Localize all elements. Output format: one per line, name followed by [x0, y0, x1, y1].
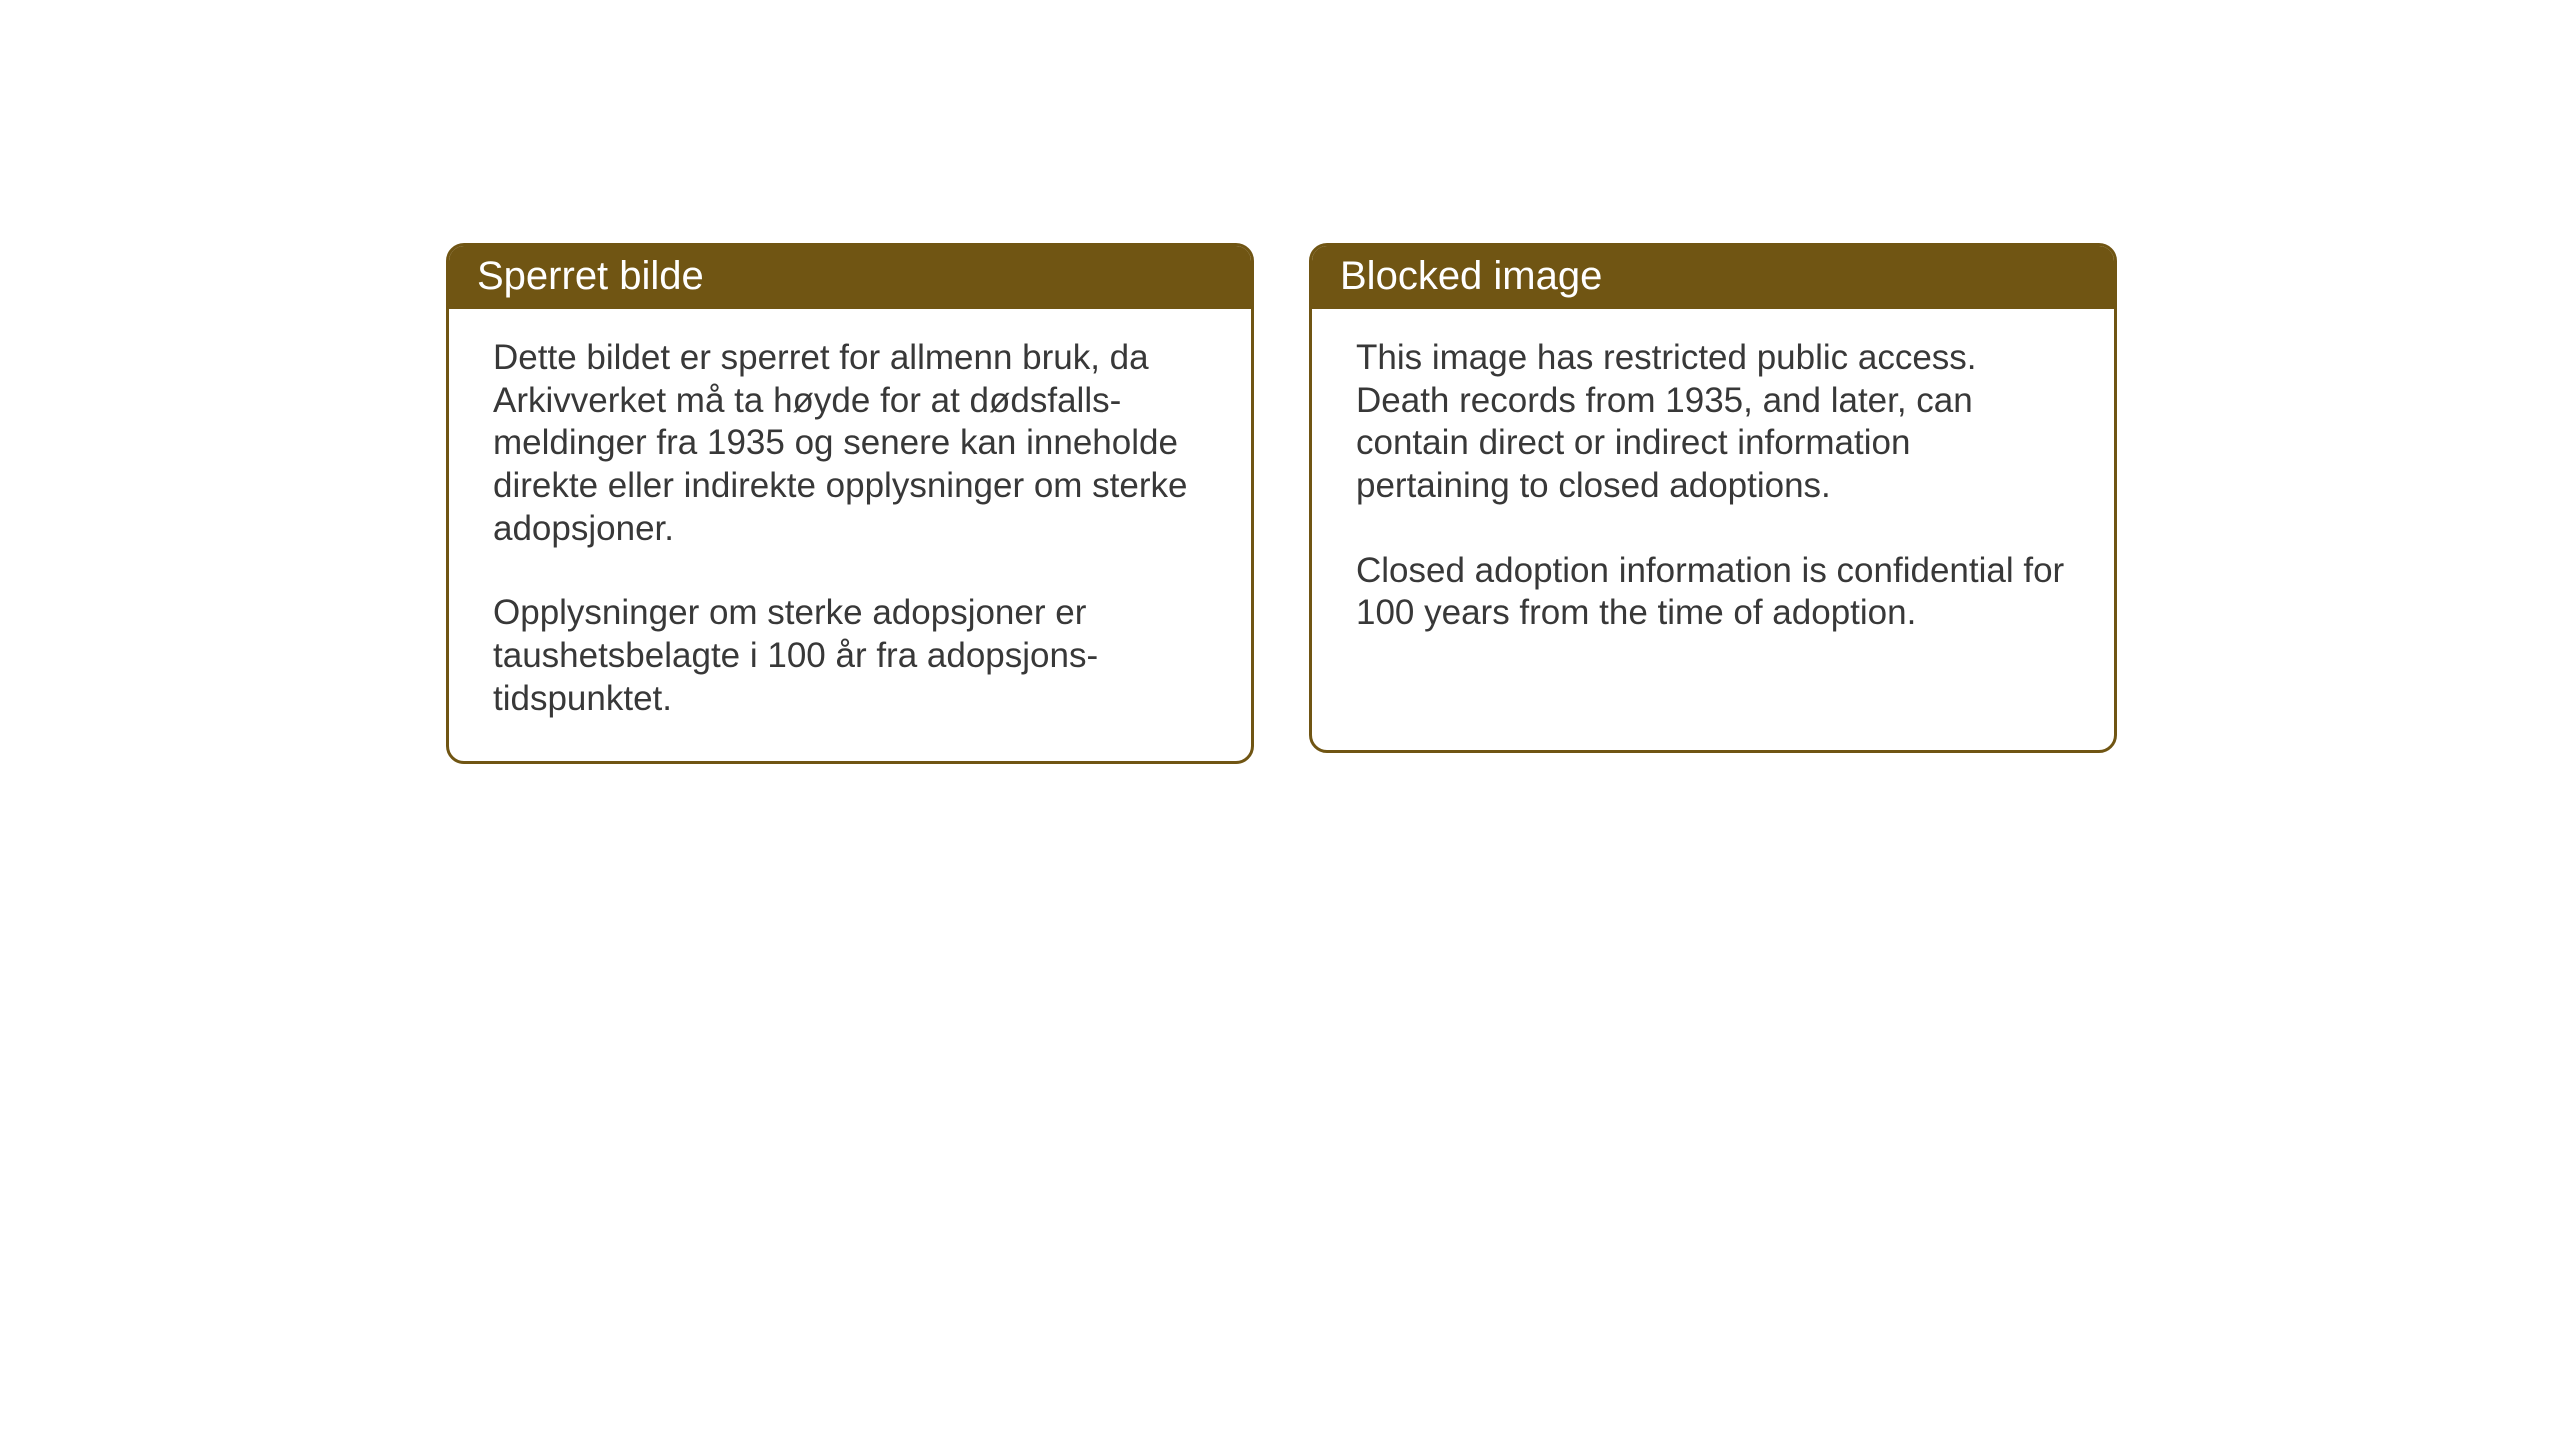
english-paragraph-2: Closed adoption information is confident… — [1356, 550, 2070, 635]
notice-container: Sperret bilde Dette bildet er sperret fo… — [446, 243, 2117, 764]
norwegian-notice-body: Dette bildet er sperret for allmenn bruk… — [449, 309, 1251, 761]
english-paragraph-1: This image has restricted public access.… — [1356, 337, 2070, 508]
english-notice-title: Blocked image — [1312, 246, 2114, 309]
norwegian-notice-box: Sperret bilde Dette bildet er sperret fo… — [446, 243, 1254, 764]
english-notice-box: Blocked image This image has restricted … — [1309, 243, 2117, 753]
norwegian-paragraph-2: Opplysninger om sterke adopsjoner er tau… — [493, 592, 1207, 720]
norwegian-paragraph-1: Dette bildet er sperret for allmenn bruk… — [493, 337, 1207, 550]
english-notice-body: This image has restricted public access.… — [1312, 309, 2114, 675]
norwegian-notice-title: Sperret bilde — [449, 246, 1251, 309]
